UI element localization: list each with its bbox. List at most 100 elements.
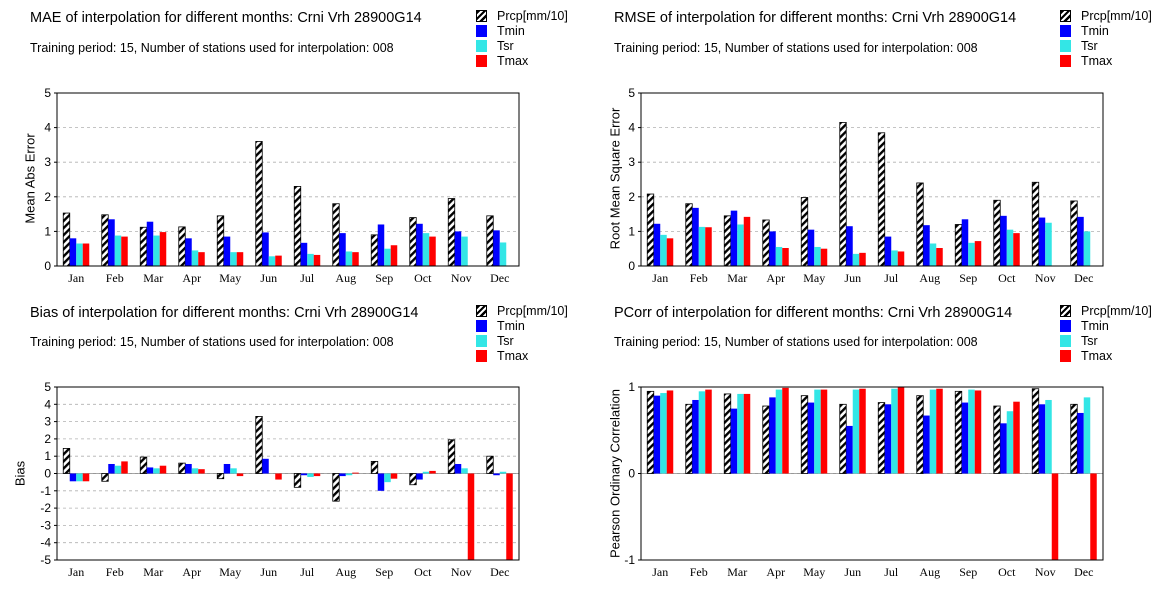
bias-bar-tmax-mar [159, 465, 167, 474]
rmse-bar-tsr-sep [968, 242, 975, 266]
legend-swatch-tmin [476, 24, 487, 37]
bias-bar-tsr-apr [191, 468, 199, 474]
pcorr-bar-tmax-aug [936, 388, 943, 474]
bias-bar-prcp-jan [62, 448, 71, 474]
mae-xtick-label: Oct [414, 271, 432, 285]
rmse-bar-tsr-aug [929, 243, 937, 266]
bias-xtick-label: Feb [106, 565, 124, 579]
legend-item-prcp: Prcp[mm/10] [1060, 303, 1152, 318]
rmse-bar-tmax-may [820, 248, 828, 266]
bias-xtick-label: May [219, 565, 241, 579]
pcorr-bar-tsr-sep [968, 389, 975, 474]
legend-label-tmax: Tmax [497, 53, 529, 68]
bias-legend: Prcp[mm/10] Tmin Tsr Tmax [476, 303, 568, 363]
bias-bar-tmax-feb [121, 461, 128, 474]
pcorr-ytick-label: 0 [628, 467, 635, 481]
mae-bar-tsr-apr [191, 250, 199, 266]
legend-swatch-tmin [476, 319, 487, 332]
mae-bar-tmax-jan [82, 243, 90, 266]
pcorr-bar-tmin-aug [923, 415, 930, 474]
pcorr-bar-tmin-dec [1077, 412, 1084, 474]
bias-plot-frame [56, 386, 520, 561]
legend-swatch-tmin [1060, 319, 1071, 332]
mae-ytick-label: 1 [44, 224, 51, 238]
mae-bar-tmin-apr [185, 238, 192, 266]
rmse-bar-tmin-jan [653, 223, 661, 266]
rmse-ytick-label: 0 [628, 259, 635, 273]
rmse-xtick-label: Dec [1074, 271, 1093, 285]
legend-label-tsr: Tsr [1081, 38, 1098, 53]
legend-label-tmin: Tmin [497, 23, 525, 38]
bias-bar-tsr-may [230, 468, 237, 474]
mae-xtick-label: Jan [68, 271, 84, 285]
legend-label-tsr: Tsr [1081, 333, 1098, 348]
mae-xtick-label: May [219, 271, 241, 285]
mae-subtitle: Training period: 15, Number of stations … [30, 41, 394, 55]
bias-bar-tsr-oct [422, 471, 430, 474]
bias-bar-tmax-jan [82, 473, 90, 482]
legend-item-tmax: Tmax [476, 53, 568, 68]
mae-bar-tsr-aug [345, 251, 353, 266]
bias-xtick-label: Jul [300, 565, 315, 579]
bias-bar-tmin-nov [454, 463, 462, 474]
mae-xtick-label: Dec [490, 271, 509, 285]
legend-item-tsr: Tsr [476, 333, 568, 348]
mae-bar-tmin-mar [146, 221, 154, 266]
rmse-subtitle: Training period: 15, Number of stations … [614, 41, 978, 55]
legend-label-prcp: Prcp[mm/10] [1081, 303, 1152, 318]
rmse-bar-tmin-apr [769, 231, 776, 266]
legend-item-prcp: Prcp[mm/10] [1060, 8, 1152, 23]
legend-swatch-tsr [1060, 39, 1071, 52]
rmse-bar-tsr-nov [1045, 222, 1052, 266]
mae-bar-tsr-jul [307, 253, 314, 266]
pcorr-xtick-label: Mar [727, 565, 747, 579]
bias-bar-tmax-dec [506, 473, 513, 560]
pcorr-bar-prcp-dec [1070, 403, 1078, 474]
rmse-bar-tmax-jul [897, 251, 905, 266]
bias-ytick-label: -2 [40, 501, 51, 515]
bias-bar-tsr-mar [153, 468, 160, 474]
bias-ytick-label: 5 [44, 380, 51, 394]
legend-item-tmax: Tmax [1060, 348, 1152, 363]
legend-item-tsr: Tsr [476, 38, 568, 53]
bias-bar-tmin-aug [339, 473, 346, 477]
mae-bar-tmax-jun [275, 255, 282, 266]
bias-bar-tmin-jun [262, 458, 269, 474]
mae-bar-tsr-jan [76, 243, 83, 266]
pcorr-xtick-label: Apr [766, 565, 785, 579]
mae-bar-tmin-nov [454, 231, 462, 266]
bias-bar-tsr-jan [76, 473, 83, 482]
rmse-bar-tsr-jan [660, 234, 667, 266]
rmse-bar-tmax-aug [936, 248, 943, 266]
pcorr-xtick-label: Feb [690, 565, 708, 579]
rmse-bar-tmax-jun [859, 252, 866, 266]
pcorr-bar-tmin-apr [769, 397, 776, 474]
legend-label-tsr: Tsr [497, 38, 514, 53]
mae-ytick-label: 5 [44, 86, 51, 100]
mae-bar-tmin-jun [262, 232, 269, 266]
rmse-xtick-label: May [803, 271, 825, 285]
bias-title: Bias of interpolation for different mont… [30, 305, 419, 321]
mae-bar-tsr-dec [499, 242, 507, 266]
bias-bar-tsr-jul [307, 473, 314, 477]
rmse-bar-tmax-sep [974, 241, 982, 266]
pcorr-xtick-label: Jan [652, 565, 668, 579]
rmse-xtick-label: Feb [690, 271, 708, 285]
pcorr-bar-tmax-nov [1051, 473, 1059, 560]
legend-swatch-tmin [1060, 24, 1071, 37]
bias-xtick-label: Jun [260, 565, 277, 579]
pcorr-plot-frame [640, 386, 1104, 561]
rmse-bar-tsr-dec [1083, 231, 1091, 266]
pcorr-ytick-label: -1 [624, 553, 635, 567]
legend-item-tsr: Tsr [1060, 38, 1152, 53]
bias-bar-tmax-jun [275, 473, 282, 480]
legend-item-tmin: Tmin [1060, 318, 1152, 333]
bias-bar-tmax-sep [390, 473, 398, 479]
pcorr-bar-tmin-jul [884, 404, 892, 474]
bias-bar-tmax-apr [198, 469, 205, 474]
rmse-xtick-label: Nov [1035, 271, 1056, 285]
legend-item-tsr: Tsr [1060, 333, 1152, 348]
bias-bar-prcp-aug [332, 473, 340, 502]
legend-label-tsr: Tsr [497, 333, 514, 348]
rmse-bar-tmax-mar [743, 216, 751, 266]
